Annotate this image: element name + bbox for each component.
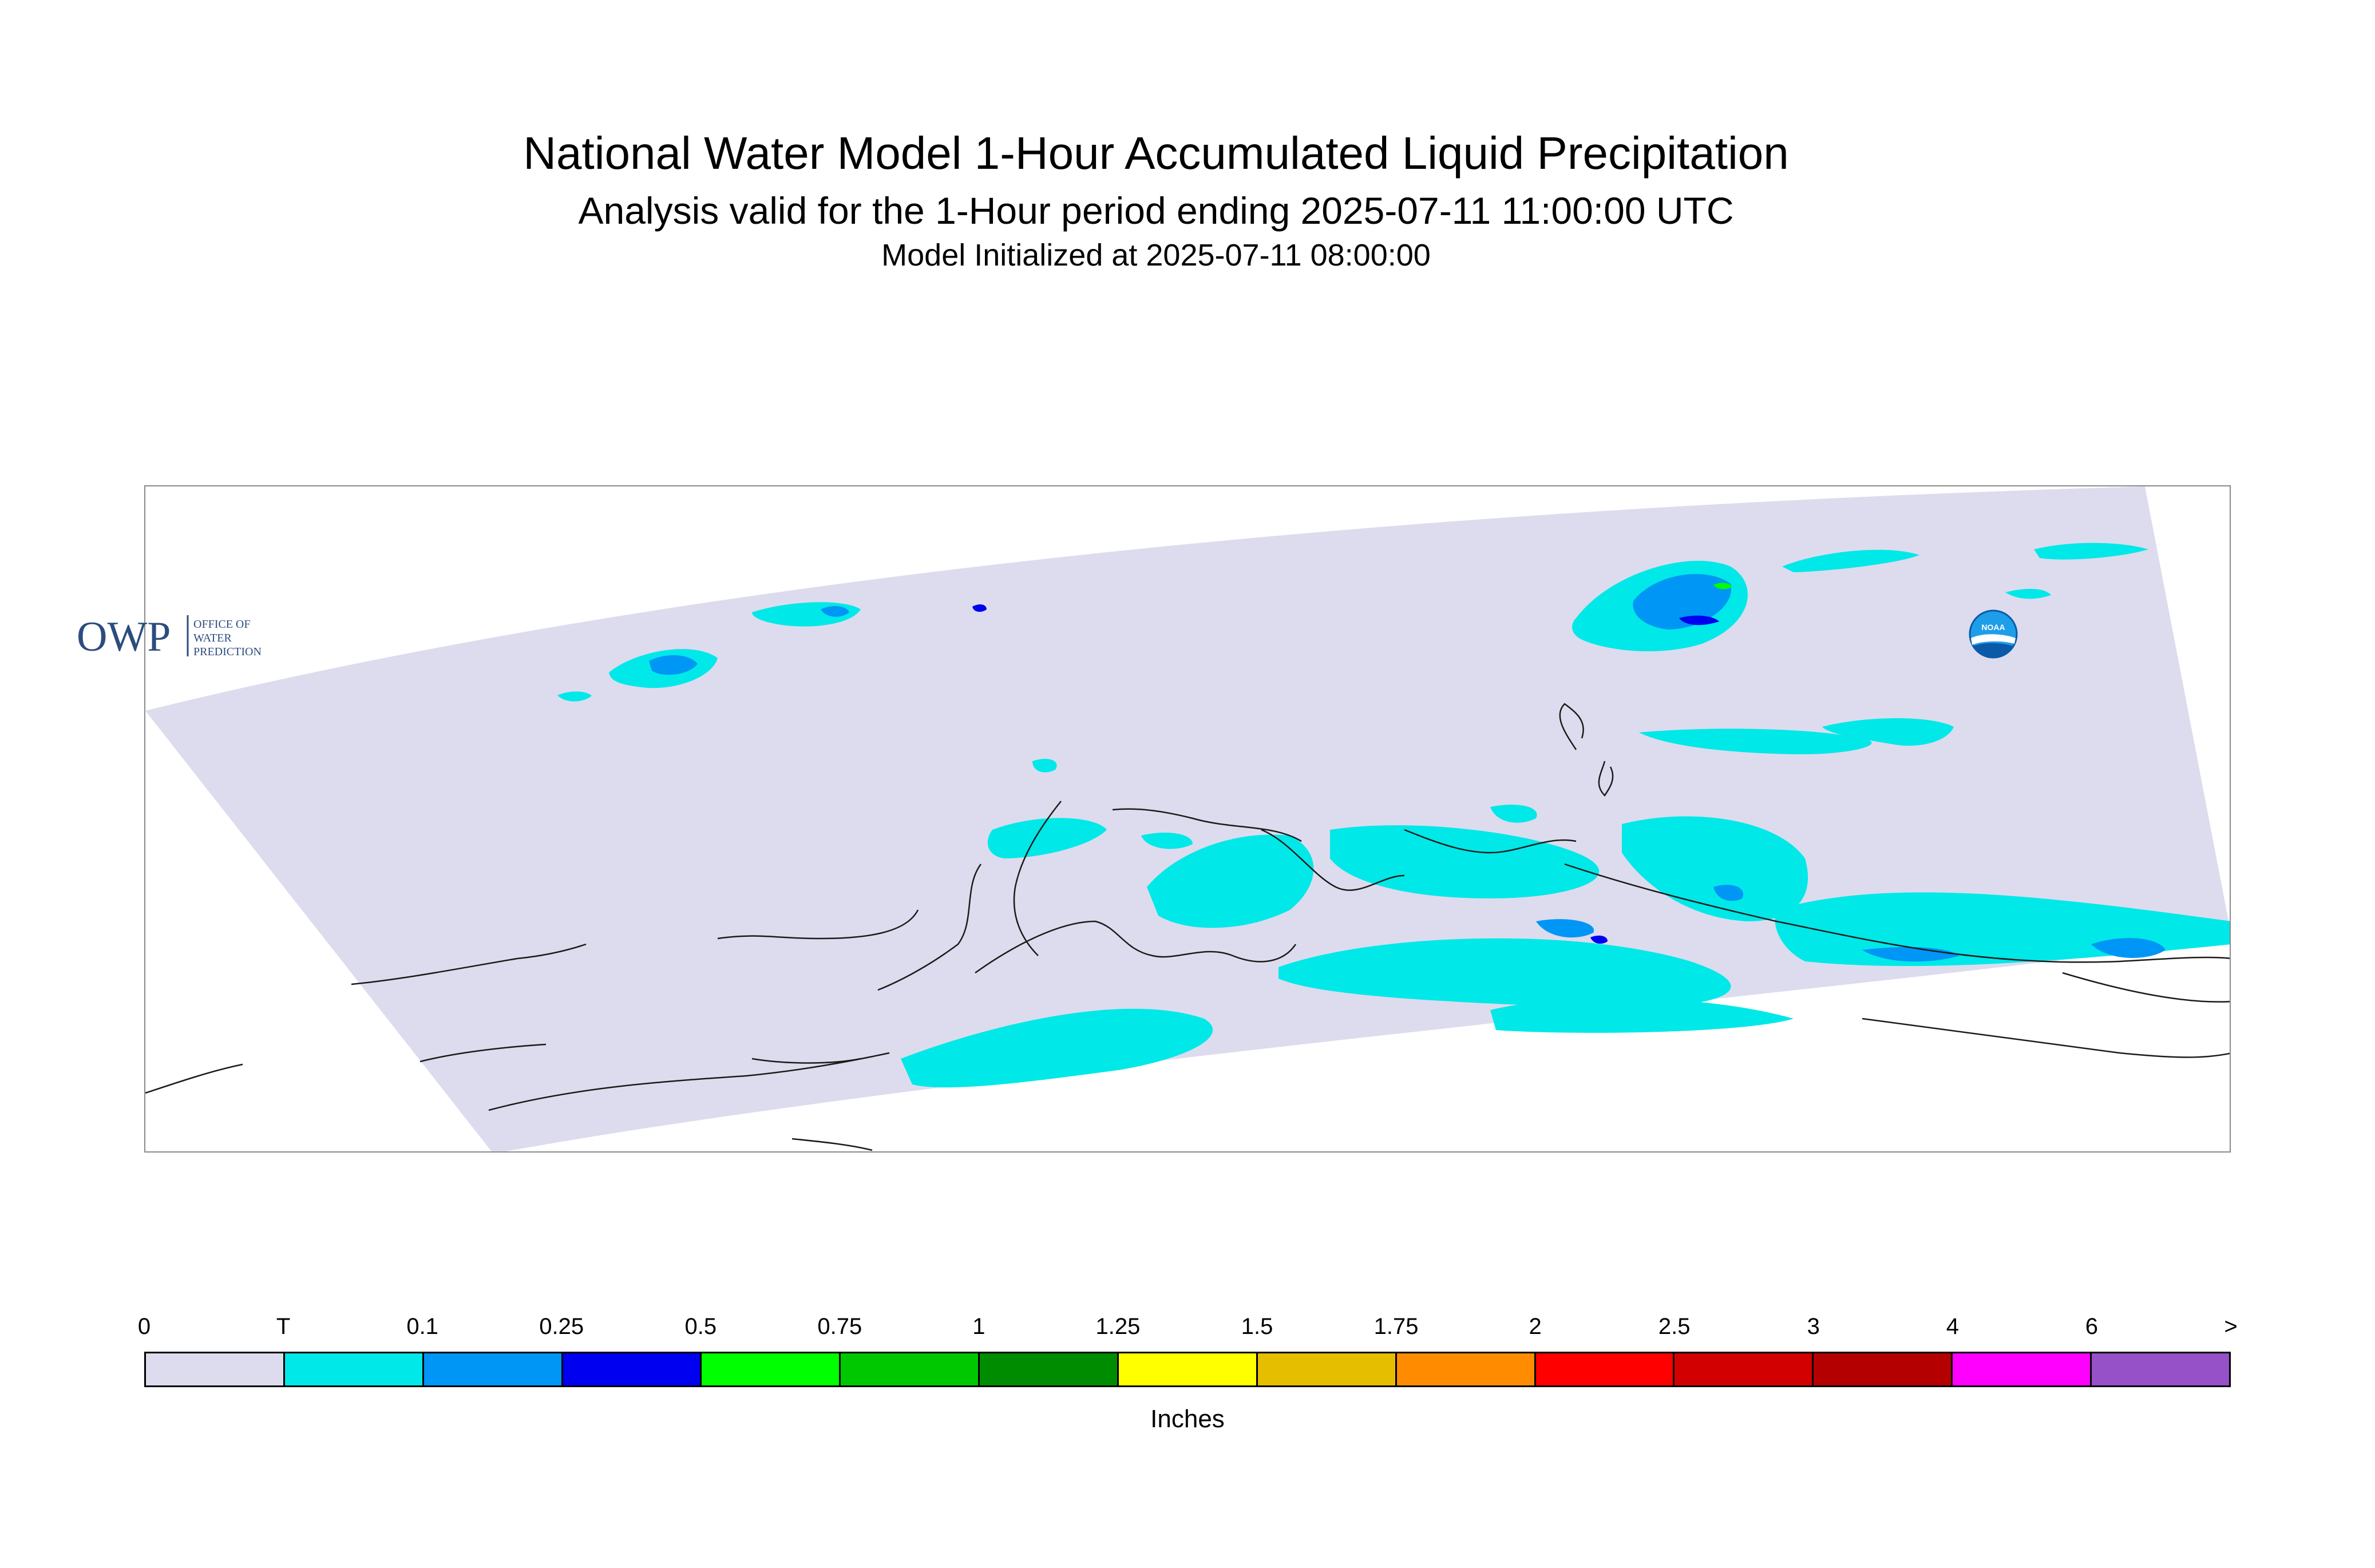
- precip-trace-area: [1782, 549, 1919, 572]
- precip-01-area: [1536, 919, 1594, 938]
- coastline: [145, 1063, 243, 1094]
- colorbar-swatch: [2092, 1353, 2229, 1385]
- owp-logo-mark: OWP: [77, 613, 171, 660]
- coastline: [1112, 808, 1302, 842]
- colorbar: [144, 1352, 2231, 1387]
- coastline: [717, 909, 919, 940]
- owp-logo-line-2: WATER: [193, 632, 232, 644]
- owp-logo-line-1: OFFICE OF: [193, 618, 250, 631]
- colorbar-tick-label: 3: [1807, 1314, 1820, 1339]
- colorbar-tick-label: T: [276, 1314, 291, 1339]
- precip-01-area: [2091, 938, 2166, 958]
- colorbar-tick-label: 4: [1946, 1314, 1959, 1339]
- coastline: [751, 1058, 861, 1064]
- coastline: [1404, 829, 1577, 854]
- map-canvas: [145, 486, 2230, 1151]
- precip-areas: [557, 543, 2230, 1088]
- colorbar-tick-label: >: [2224, 1314, 2238, 1339]
- colorbar-swatch: [563, 1353, 702, 1385]
- precip-trace-area: [2005, 588, 2051, 599]
- colorbar-swatch: [841, 1353, 980, 1385]
- coastline: [1559, 703, 1584, 750]
- noaa-logo: NOAA: [1969, 609, 2018, 659]
- precip-025-area: [972, 604, 987, 612]
- coastline: [975, 920, 1297, 974]
- noaa-logo-text: NOAA: [1981, 623, 2005, 632]
- colorbar-swatch: [146, 1353, 285, 1385]
- colorbar-tick-label: 0.5: [684, 1314, 717, 1339]
- model-init-line: Model Initialized at 2025-07-11 08:00:00: [881, 238, 1431, 272]
- coastline: [1013, 801, 1062, 956]
- colorbar-tick-label: 2.5: [1658, 1314, 1691, 1339]
- precip-trace-area: [1141, 833, 1193, 849]
- precip-trace-area: [1330, 825, 1600, 898]
- coastline: [488, 1052, 890, 1111]
- precip-01-area: [1633, 574, 1732, 629]
- precip-trace-area: [1278, 938, 1731, 1008]
- precip-trace-area: [1490, 805, 1537, 823]
- precip-trace-area: [1822, 718, 1954, 746]
- precip-trace-area: [557, 691, 592, 702]
- colorbar-tick-label: 1.5: [1241, 1314, 1273, 1339]
- owp-logo: OWP OFFICE OF WATER PREDICTION: [77, 613, 262, 660]
- colorbar-swatch: [1257, 1353, 1397, 1385]
- colorbar-tick-label: 1: [972, 1314, 985, 1339]
- precip-01-area: [649, 655, 698, 675]
- precip-trace-area: [987, 818, 1107, 858]
- colorbar-swatch: [1953, 1353, 2092, 1385]
- colorbar-swatch: [1535, 1353, 1675, 1385]
- coastline: [791, 1138, 873, 1151]
- coastline: [2062, 972, 2230, 1003]
- precip-trace-area: [1490, 998, 1794, 1033]
- precip-025-area: [1679, 615, 1719, 625]
- colorbar-tick-label: 2: [1529, 1314, 1542, 1339]
- coastline: [1598, 761, 1614, 797]
- colorbar-tick-label: 0.75: [817, 1314, 862, 1339]
- colorbar-swatch: [702, 1353, 841, 1385]
- precip-05-area: [1713, 583, 1732, 589]
- colorbar-swatch: [1119, 1353, 1258, 1385]
- model-domain: [145, 486, 2230, 1151]
- map-title: National Water Model 1-Hour Accumulated …: [523, 128, 1789, 179]
- colorbar-swatch: [423, 1353, 563, 1385]
- colorbar-tick-label: 6: [2085, 1314, 2099, 1339]
- coastline: [351, 943, 587, 985]
- colorbar-tick-label: 0.25: [539, 1314, 584, 1339]
- map-subtitle: Analysis valid for the 1-Hour period end…: [578, 189, 1734, 232]
- colorbar-tick-label: 1.25: [1095, 1314, 1141, 1339]
- precip-trace-area: [901, 1008, 1213, 1088]
- colorbar-swatch: [1675, 1353, 1814, 1385]
- precip-025-area: [1590, 935, 1608, 944]
- coastline: [1564, 863, 2230, 963]
- colorbar-units: Inches: [1150, 1405, 1225, 1433]
- precip-trace-area: [1147, 834, 1314, 928]
- coastline: [1862, 1017, 2230, 1058]
- precip-trace-area: [1639, 728, 1872, 755]
- precip-01-area: [1713, 885, 1743, 901]
- coastline: [1261, 829, 1405, 891]
- precipitation-map: [144, 485, 2231, 1153]
- precip-01-area: [821, 605, 849, 617]
- coastline: [419, 1043, 547, 1063]
- coastlines: [145, 703, 2230, 1151]
- colorbar-swatch: [1814, 1353, 1953, 1385]
- colorbar-tick-label: 0: [137, 1314, 151, 1339]
- colorbar-swatch: [980, 1353, 1119, 1385]
- coastline: [877, 864, 982, 991]
- colorbar-swatch: [284, 1353, 424, 1385]
- colorbar-tick-label: 0.1: [406, 1314, 438, 1339]
- precip-trace-area: [1032, 758, 1057, 773]
- owp-logo-line-3: PREDICTION: [193, 646, 262, 658]
- colorbar-swatch: [1396, 1353, 1536, 1385]
- precip-trace-area: [2034, 543, 2148, 560]
- colorbar-tick-label: 1.75: [1373, 1314, 1419, 1339]
